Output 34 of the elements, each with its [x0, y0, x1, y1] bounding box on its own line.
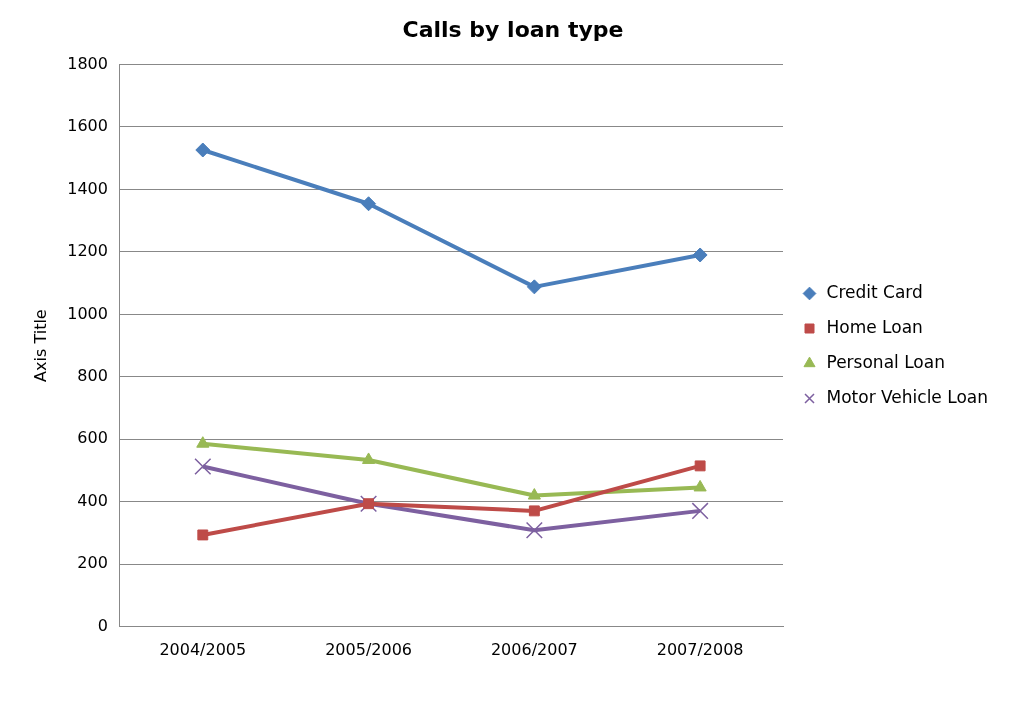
legend-label: Personal Loan: [826, 351, 945, 372]
x-tick-label: 2006/2007: [490, 639, 578, 659]
y-tick-label: 1000: [67, 303, 108, 323]
legend-label: Home Loan: [826, 316, 923, 337]
chart-title: Calls by loan type: [402, 16, 624, 42]
x-tick-label: 2005/2006: [325, 639, 412, 659]
point: [527, 488, 541, 500]
point: [194, 457, 212, 476]
y-tick-label: 1600: [67, 116, 108, 136]
point: [525, 521, 543, 539]
y-tick-label: 400: [77, 490, 108, 510]
y-tick-label: 600: [77, 428, 108, 448]
y-tick-label: 1400: [67, 178, 108, 198]
point: [691, 502, 709, 520]
legend-label: Motor Vehicle Loan: [826, 386, 989, 407]
legend-label: Credit Card: [826, 281, 923, 302]
point: [694, 460, 706, 472]
y-tick-label: 1200: [67, 241, 108, 261]
x-tick-label: 2004/2005: [159, 639, 247, 659]
point: [526, 279, 542, 295]
point: [361, 196, 377, 212]
point: [692, 247, 708, 263]
y-tick-label: 1800: [67, 53, 108, 73]
point: [195, 142, 211, 158]
y-axis-title: Axis Title: [30, 309, 50, 382]
y-tick-label: 200: [77, 553, 108, 573]
x-tick-label: 2007/2008: [656, 639, 744, 659]
point: [197, 529, 209, 541]
point: [528, 505, 540, 517]
point: [196, 436, 210, 448]
y-tick-label: 800: [77, 366, 108, 385]
point: [693, 479, 707, 492]
point: [362, 452, 376, 464]
y-tick-label: 0: [97, 615, 108, 635]
